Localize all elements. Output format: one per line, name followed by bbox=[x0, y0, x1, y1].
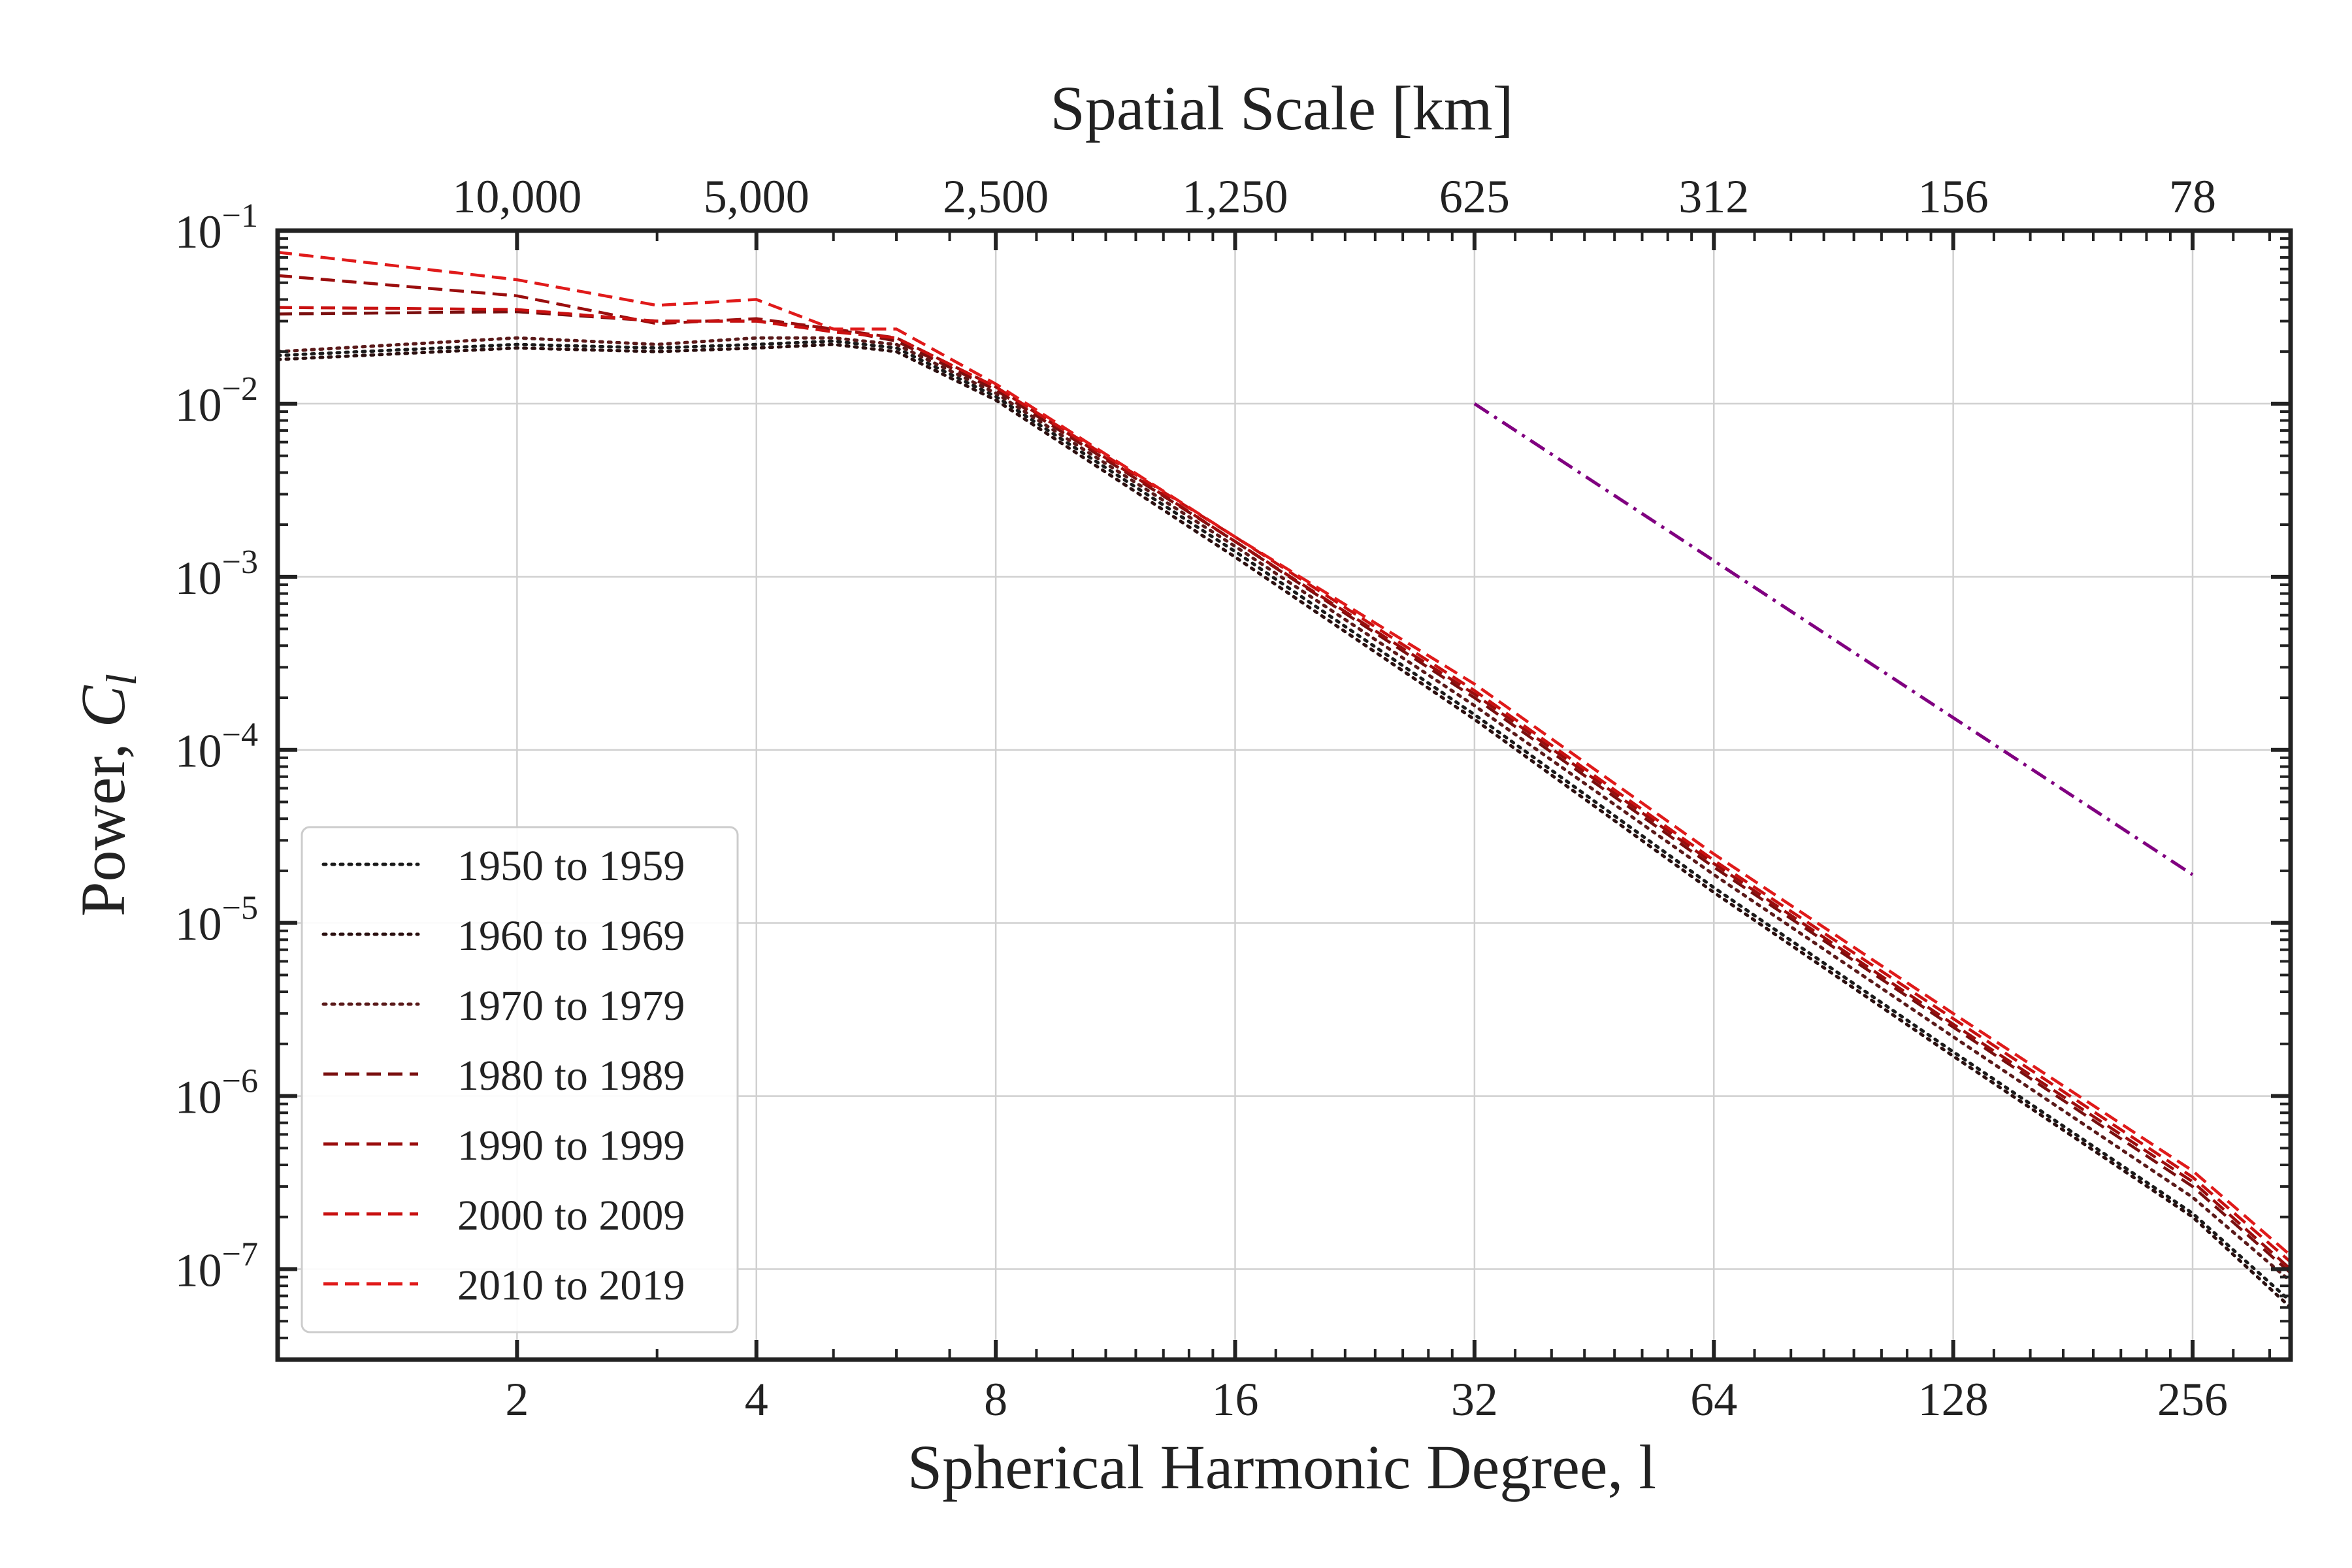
y-tick-base: 10 bbox=[175, 898, 222, 951]
reference-slope-line bbox=[1473, 402, 2194, 876]
tick-labels: 2 4 8 16 32 64 128 256 10,000 5,000 2,500 1,250 625 3… bbox=[175, 171, 2228, 1426]
legend-label: 1980 to 1989 bbox=[457, 1052, 685, 1100]
legend-label: 2010 to 2019 bbox=[457, 1262, 685, 1309]
top-tick-label: 156 bbox=[1918, 171, 1989, 223]
y-tick-exponent: −3 bbox=[222, 544, 258, 581]
y-tick-label: 10−3 bbox=[175, 544, 258, 604]
x-tick-label: 256 bbox=[2157, 1373, 2228, 1426]
x-axis-title: Spherical Harmonic Degree, l bbox=[907, 1432, 1656, 1502]
series-line-3 bbox=[276, 336, 2293, 1283]
x-tick-label: 4 bbox=[745, 1373, 768, 1426]
y-tick-base: 10 bbox=[175, 206, 222, 258]
y-axis-title-var: C bbox=[68, 685, 138, 727]
y-tick-base: 10 bbox=[175, 1071, 222, 1124]
y-tick-exponent: −5 bbox=[222, 890, 258, 927]
legend-label: 1970 to 1979 bbox=[457, 982, 685, 1030]
y-tick-label: 10−2 bbox=[175, 370, 258, 431]
x-tick-label: 8 bbox=[984, 1373, 1007, 1426]
y-tick-label: 10−7 bbox=[175, 1235, 258, 1296]
series-line-5 bbox=[277, 274, 2292, 1271]
top-tick-label: 10,000 bbox=[452, 171, 581, 223]
axis-ticks bbox=[278, 229, 2291, 1361]
y-tick-exponent: −6 bbox=[222, 1063, 258, 1100]
legend-label: 1960 to 1969 bbox=[457, 912, 685, 960]
y-tick-label: 10−1 bbox=[175, 197, 258, 258]
x-tick-label: 16 bbox=[1212, 1373, 1259, 1426]
legend-items: 1950 to 1959 1960 to 1969 1970 to 1979 1980… bbox=[321, 842, 685, 1309]
x-tick-label: 32 bbox=[1451, 1373, 1498, 1426]
top-tick-label: 5,000 bbox=[704, 171, 809, 223]
x-tick-label: 128 bbox=[1918, 1373, 1989, 1426]
x-tick-label: 64 bbox=[1690, 1373, 1737, 1426]
grid bbox=[278, 229, 2291, 1360]
top-tick-label: 625 bbox=[1439, 171, 1510, 223]
y-axis-title: Power, Cl bbox=[68, 674, 146, 917]
y-tick-exponent: −4 bbox=[222, 717, 258, 754]
y-tick-base: 10 bbox=[175, 552, 222, 604]
x-tick-label: 2 bbox=[505, 1373, 529, 1426]
reference-line-group bbox=[1473, 402, 2194, 876]
y-tick-label: 10−6 bbox=[175, 1063, 258, 1124]
y-tick-exponent: −7 bbox=[222, 1235, 258, 1273]
top-tick-label: 78 bbox=[2169, 171, 2216, 223]
y-tick-exponent: −1 bbox=[222, 197, 258, 235]
top-tick-label: 2,500 bbox=[943, 171, 1049, 223]
series-line-1 bbox=[276, 339, 2293, 1303]
plot-frame bbox=[275, 228, 2293, 1362]
y-axis-title-main: Power, bbox=[68, 727, 138, 916]
y-tick-label: 10−4 bbox=[175, 717, 258, 777]
legend-label: 1990 to 1999 bbox=[457, 1122, 685, 1169]
y-axis-title-sub: l bbox=[98, 674, 146, 685]
legend-label: 1950 to 1959 bbox=[457, 842, 685, 890]
legend-box bbox=[301, 826, 739, 1333]
y-tick-base: 10 bbox=[175, 725, 222, 777]
y-tick-base: 10 bbox=[175, 379, 222, 431]
series-line-2 bbox=[276, 342, 2293, 1309]
top-tick-label: 312 bbox=[1678, 171, 1749, 223]
series-line-6 bbox=[277, 306, 2292, 1264]
series-line-7 bbox=[277, 250, 2292, 1257]
y-tick-exponent: −2 bbox=[222, 370, 258, 408]
legend: 1950 to 1959 1960 to 1969 1970 to 1979 1980… bbox=[301, 826, 739, 1333]
series-group bbox=[276, 250, 2293, 1309]
top-x-axis-title: Spatial Scale [km] bbox=[1050, 73, 1513, 143]
top-tick-label: 1,250 bbox=[1183, 171, 1288, 223]
legend-label: 2000 to 2009 bbox=[457, 1192, 685, 1239]
y-tick-label: 10−5 bbox=[175, 890, 258, 951]
y-tick-base: 10 bbox=[175, 1244, 222, 1296]
